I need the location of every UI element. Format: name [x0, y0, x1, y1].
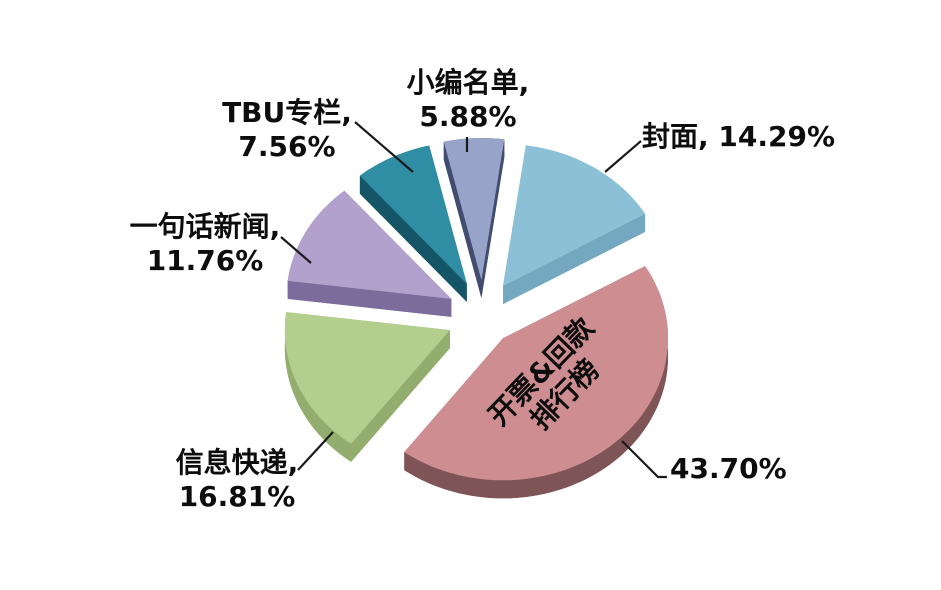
label-xiaobian-line1: 小编名单,: [406, 66, 530, 99]
label-xinxi-line1: 信息快递,: [175, 446, 299, 479]
label-yijuhua-line1: 一句话新闻,: [129, 210, 281, 243]
pie-slice-封面[interactable]: [503, 145, 646, 287]
leader-line-tbu: [354, 121, 414, 173]
label-xiaobian-line2: 5.88%: [419, 100, 517, 133]
label-yijuhua-xinwen: 一句话新闻, 11.76%: [75, 210, 335, 278]
label-kaipiao-percent-text: 43.70%: [670, 452, 787, 485]
label-tbu-zhuanlan: TBU专栏, 7.56%: [167, 96, 407, 164]
pie-slice-信息快递-side: [351, 330, 450, 462]
leader-line-xinxi: [297, 431, 334, 471]
label-xinxi-line2: 16.81%: [178, 480, 296, 513]
pie-slice-小编名单-side: [481, 139, 505, 298]
pie-slice-小编名单-side: [443, 141, 482, 298]
label-xiaobian-mingdan: 小编名单, 5.88%: [348, 66, 588, 134]
leader-line-pink-pct: [621, 440, 667, 479]
pie-slice-信息快递-side: [284, 312, 352, 462]
leader-line-yijuhua: [280, 236, 312, 264]
pie-slice-TBU专栏[interactable]: [359, 145, 467, 284]
pie-slice-开票&回款排行榜-side: [404, 266, 668, 499]
pie-slice-封面-side: [503, 213, 646, 305]
label-xinxi-kuaidi: 信息快递, 16.81%: [107, 446, 367, 514]
pie-slice-一句话新闻-side: [287, 280, 452, 317]
pie-slice-小编名单[interactable]: [443, 138, 505, 280]
leader-line-fengmian: [604, 140, 642, 173]
label-tbu-line1: TBU专栏,: [222, 96, 352, 129]
pie-slice-信息快递[interactable]: [284, 312, 450, 444]
pie-slice-开票&回款排行榜[interactable]: [404, 266, 668, 481]
label-fengmian-line1: 封面, 14.29%: [642, 120, 836, 153]
label-fengmian: 封面, 14.29%: [642, 120, 835, 154]
pie-slice-一句话新闻[interactable]: [287, 190, 452, 299]
label-tbu-line2: 7.56%: [238, 130, 336, 163]
label-yijuhua-line2: 11.76%: [146, 244, 264, 277]
label-kaipiao-percent: 43.70%: [670, 452, 787, 486]
pie-slice-TBU专栏-side: [359, 175, 467, 302]
